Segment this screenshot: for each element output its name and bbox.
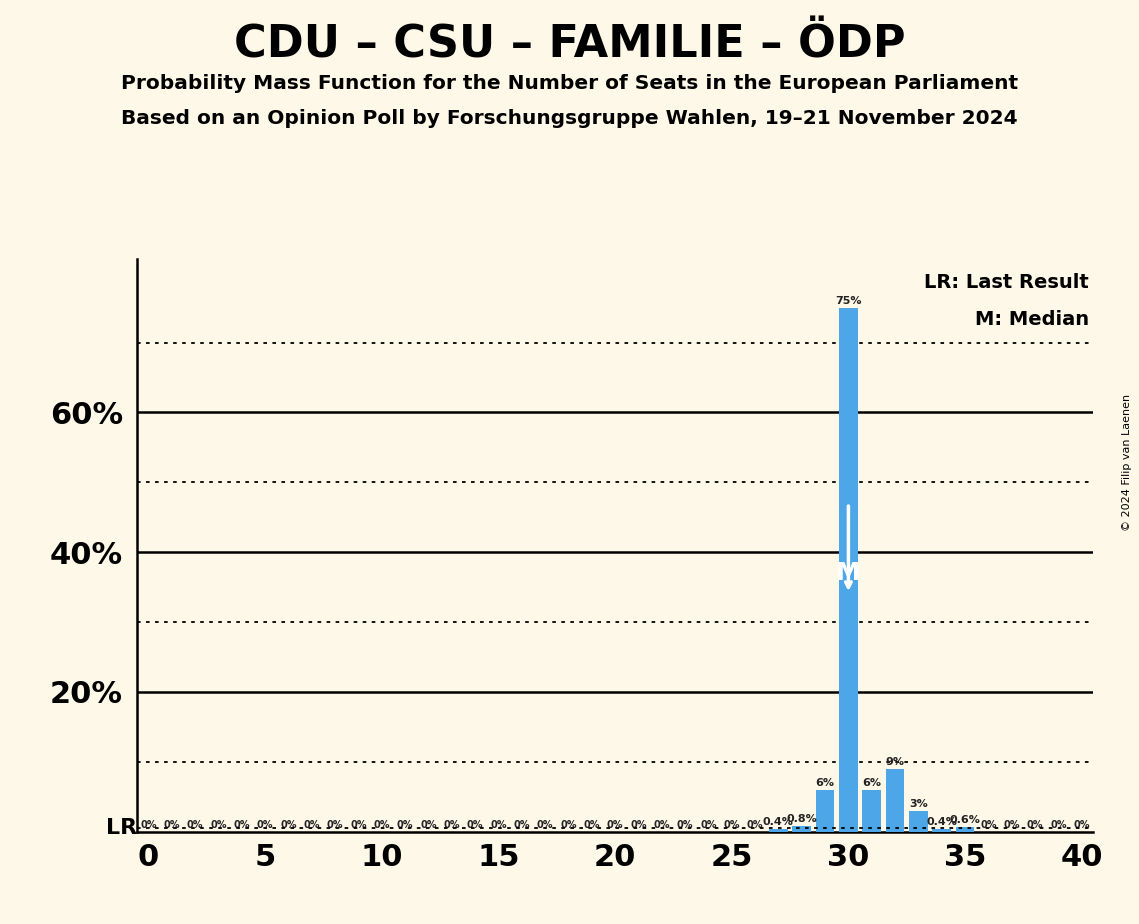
Bar xyxy=(793,826,811,832)
Text: 0%: 0% xyxy=(490,820,507,830)
Text: 0%: 0% xyxy=(374,820,390,830)
Text: 0%: 0% xyxy=(443,820,460,830)
Text: 75%: 75% xyxy=(835,296,862,306)
Text: 0%: 0% xyxy=(140,820,156,830)
Bar xyxy=(933,829,951,832)
Text: 0%: 0% xyxy=(280,820,296,830)
Bar xyxy=(909,810,928,832)
Text: M: Median: M: Median xyxy=(975,310,1089,329)
Text: 0%: 0% xyxy=(210,820,227,830)
Text: 3%: 3% xyxy=(909,798,928,808)
Text: 0%: 0% xyxy=(163,820,180,830)
Text: 0%: 0% xyxy=(1050,820,1067,830)
Text: © 2024 Filip van Laenen: © 2024 Filip van Laenen xyxy=(1122,394,1132,530)
Text: 0%: 0% xyxy=(1074,820,1090,830)
Text: 0%: 0% xyxy=(256,820,273,830)
Bar xyxy=(839,308,858,832)
Text: 0%: 0% xyxy=(303,820,320,830)
Text: 0%: 0% xyxy=(981,820,997,830)
Text: 0%: 0% xyxy=(583,820,600,830)
Text: LR: Last Result: LR: Last Result xyxy=(924,274,1089,292)
Bar xyxy=(886,769,904,832)
Text: 0%: 0% xyxy=(420,820,436,830)
Bar xyxy=(956,827,975,832)
Text: Probability Mass Function for the Number of Seats in the European Parliament: Probability Mass Function for the Number… xyxy=(121,74,1018,93)
Text: M: M xyxy=(836,561,861,585)
Bar xyxy=(816,790,835,832)
Text: 0%: 0% xyxy=(187,820,203,830)
Text: 0%: 0% xyxy=(560,820,576,830)
Text: 0%: 0% xyxy=(747,820,763,830)
Text: 9%: 9% xyxy=(886,757,904,767)
Text: 0%: 0% xyxy=(607,820,623,830)
Text: 0%: 0% xyxy=(630,820,647,830)
Text: 0%: 0% xyxy=(723,820,740,830)
Text: 0.8%: 0.8% xyxy=(786,814,817,824)
Text: 0%: 0% xyxy=(467,820,483,830)
Text: 0%: 0% xyxy=(350,820,367,830)
Text: LR: LR xyxy=(106,818,137,838)
Text: 0.6%: 0.6% xyxy=(950,815,981,825)
Bar xyxy=(862,790,882,832)
Text: CDU – CSU – FAMILIE – ÖDP: CDU – CSU – FAMILIE – ÖDP xyxy=(233,23,906,67)
Text: 0.4%: 0.4% xyxy=(763,817,794,827)
Text: 0%: 0% xyxy=(514,820,530,830)
Text: 6%: 6% xyxy=(862,778,882,787)
Text: 0%: 0% xyxy=(677,820,694,830)
Text: 6%: 6% xyxy=(816,778,835,787)
Text: 0%: 0% xyxy=(396,820,413,830)
Text: 0%: 0% xyxy=(536,820,554,830)
Bar xyxy=(769,829,788,832)
Text: 0.4%: 0.4% xyxy=(926,817,957,827)
Text: 0%: 0% xyxy=(654,820,670,830)
Text: 0%: 0% xyxy=(1027,820,1043,830)
Text: 0%: 0% xyxy=(327,820,343,830)
Text: 0%: 0% xyxy=(233,820,249,830)
Text: 0%: 0% xyxy=(1003,820,1021,830)
Text: 0%: 0% xyxy=(700,820,716,830)
Text: Based on an Opinion Poll by Forschungsgruppe Wahlen, 19–21 November 2024: Based on an Opinion Poll by Forschungsgr… xyxy=(121,109,1018,128)
